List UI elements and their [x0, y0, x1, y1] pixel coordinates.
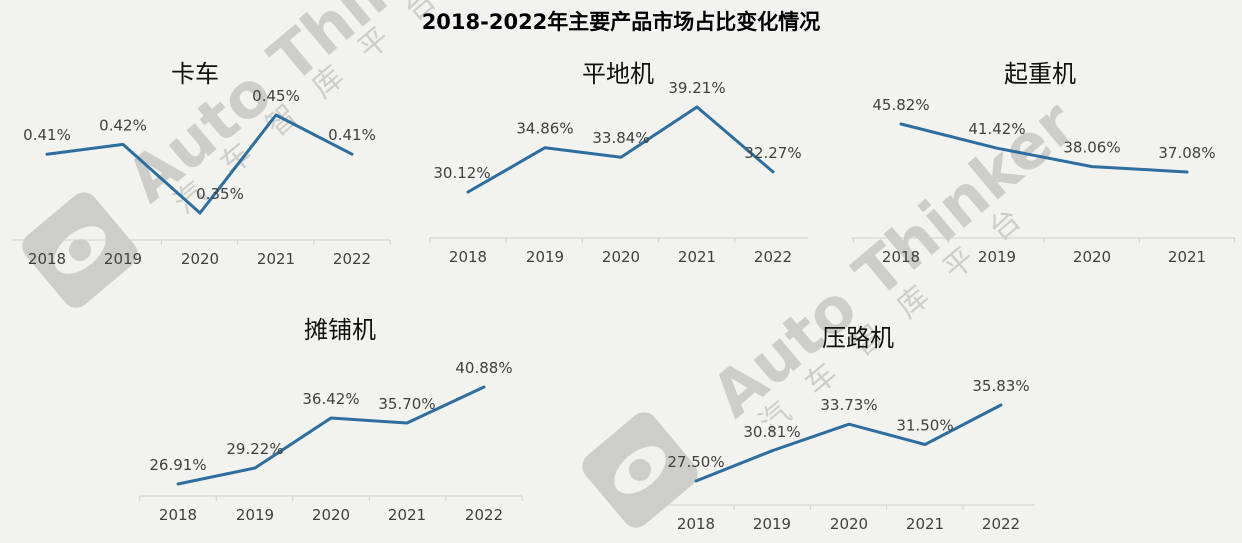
- watermark-logo-icon: [22, 192, 138, 308]
- line-chart-2: 平地机 2018 2019 2020 2021 2022 30.12% 34.86% 33.84…: [429, 60, 808, 266]
- data-label: 0.41%: [23, 126, 71, 144]
- x-tick-label: 2020: [1073, 248, 1111, 266]
- data-label: 30.12%: [433, 164, 490, 182]
- chart-title: 平地机: [582, 60, 654, 88]
- chart-title: 起重机: [1004, 60, 1076, 88]
- watermark-logo-icon: [582, 412, 698, 528]
- series-line: [899, 122, 1189, 174]
- series-line: [45, 113, 354, 215]
- x-tick-label: 2021: [257, 250, 295, 268]
- x-tick-label: 2019: [236, 506, 274, 524]
- x-tick-label: 2018: [159, 506, 197, 524]
- data-label: 27.50%: [667, 453, 724, 471]
- x-tick-label: 2020: [312, 506, 350, 524]
- data-label: 36.42%: [302, 390, 359, 408]
- series-line: [466, 105, 775, 194]
- x-tick-label: 2021: [1168, 248, 1206, 266]
- line-chart-1: 卡车 2018 2019 2020 2021 2022 0.41% 0.42% 0.35% 0.4…: [12, 60, 391, 268]
- data-label: 37.08%: [1158, 144, 1215, 162]
- x-tick-label: 2021: [678, 248, 716, 266]
- line-chart-4: 摊铺机 2018 2019 2020 2021 2022 26.91% 29.22% 36.42…: [139, 316, 523, 524]
- x-tick-label: 2019: [753, 515, 791, 533]
- x-tick-label: 2019: [104, 250, 142, 268]
- chart-title: 卡车: [171, 60, 219, 88]
- data-label: 30.81%: [743, 423, 800, 441]
- data-label: 29.22%: [226, 440, 283, 458]
- x-tick-label: 2021: [906, 515, 944, 533]
- data-label: 41.42%: [968, 120, 1025, 138]
- data-label: 0.35%: [196, 185, 244, 203]
- x-tick-label: 2019: [526, 248, 564, 266]
- series-line: [694, 403, 1003, 483]
- data-label: 26.91%: [149, 456, 206, 474]
- data-label: 33.73%: [820, 396, 877, 414]
- x-tick-label: 2020: [602, 248, 640, 266]
- data-label: 40.88%: [455, 359, 512, 377]
- x-tick-label: 2022: [333, 250, 371, 268]
- x-tick-label: 2020: [830, 515, 868, 533]
- page-title: 2018-2022年主要产品市场占比变化情况: [421, 10, 821, 34]
- data-label: 32.27%: [744, 144, 801, 162]
- x-tick-label: 2019: [978, 248, 1016, 266]
- x-tick-label: 2018: [677, 515, 715, 533]
- chart-title: 压路机: [822, 324, 894, 352]
- data-label: 45.82%: [872, 96, 929, 114]
- x-tick-label: 2018: [449, 248, 487, 266]
- data-label: 38.06%: [1063, 139, 1120, 157]
- data-label: 0.42%: [99, 116, 147, 134]
- data-label: 33.84%: [592, 129, 649, 147]
- data-label: 35.83%: [972, 377, 1029, 395]
- x-tick-label: 2018: [28, 250, 66, 268]
- data-label: 39.21%: [668, 79, 725, 97]
- x-tick-label: 2022: [465, 506, 503, 524]
- data-label: 31.50%: [896, 417, 953, 435]
- line-chart-5: 压路机 2018 2019 2020 2021 2022 27.50% 30.81% 33.73…: [655, 324, 1035, 533]
- data-label: 35.70%: [378, 395, 435, 413]
- x-tick-label: 2020: [181, 250, 219, 268]
- chart-title: 摊铺机: [304, 316, 376, 344]
- series-line: [176, 385, 486, 486]
- x-tick-label: 2018: [882, 248, 920, 266]
- data-label: 34.86%: [516, 120, 573, 138]
- x-tick-label: 2022: [754, 248, 792, 266]
- x-tick-label: 2022: [982, 515, 1020, 533]
- data-label: 0.45%: [252, 87, 300, 105]
- line-chart-3: 起重机 2018 2019 2020 2021 45.82% 41.42% 38.06% 37.…: [852, 60, 1236, 266]
- data-label: 0.41%: [328, 126, 376, 144]
- x-tick-label: 2021: [388, 506, 426, 524]
